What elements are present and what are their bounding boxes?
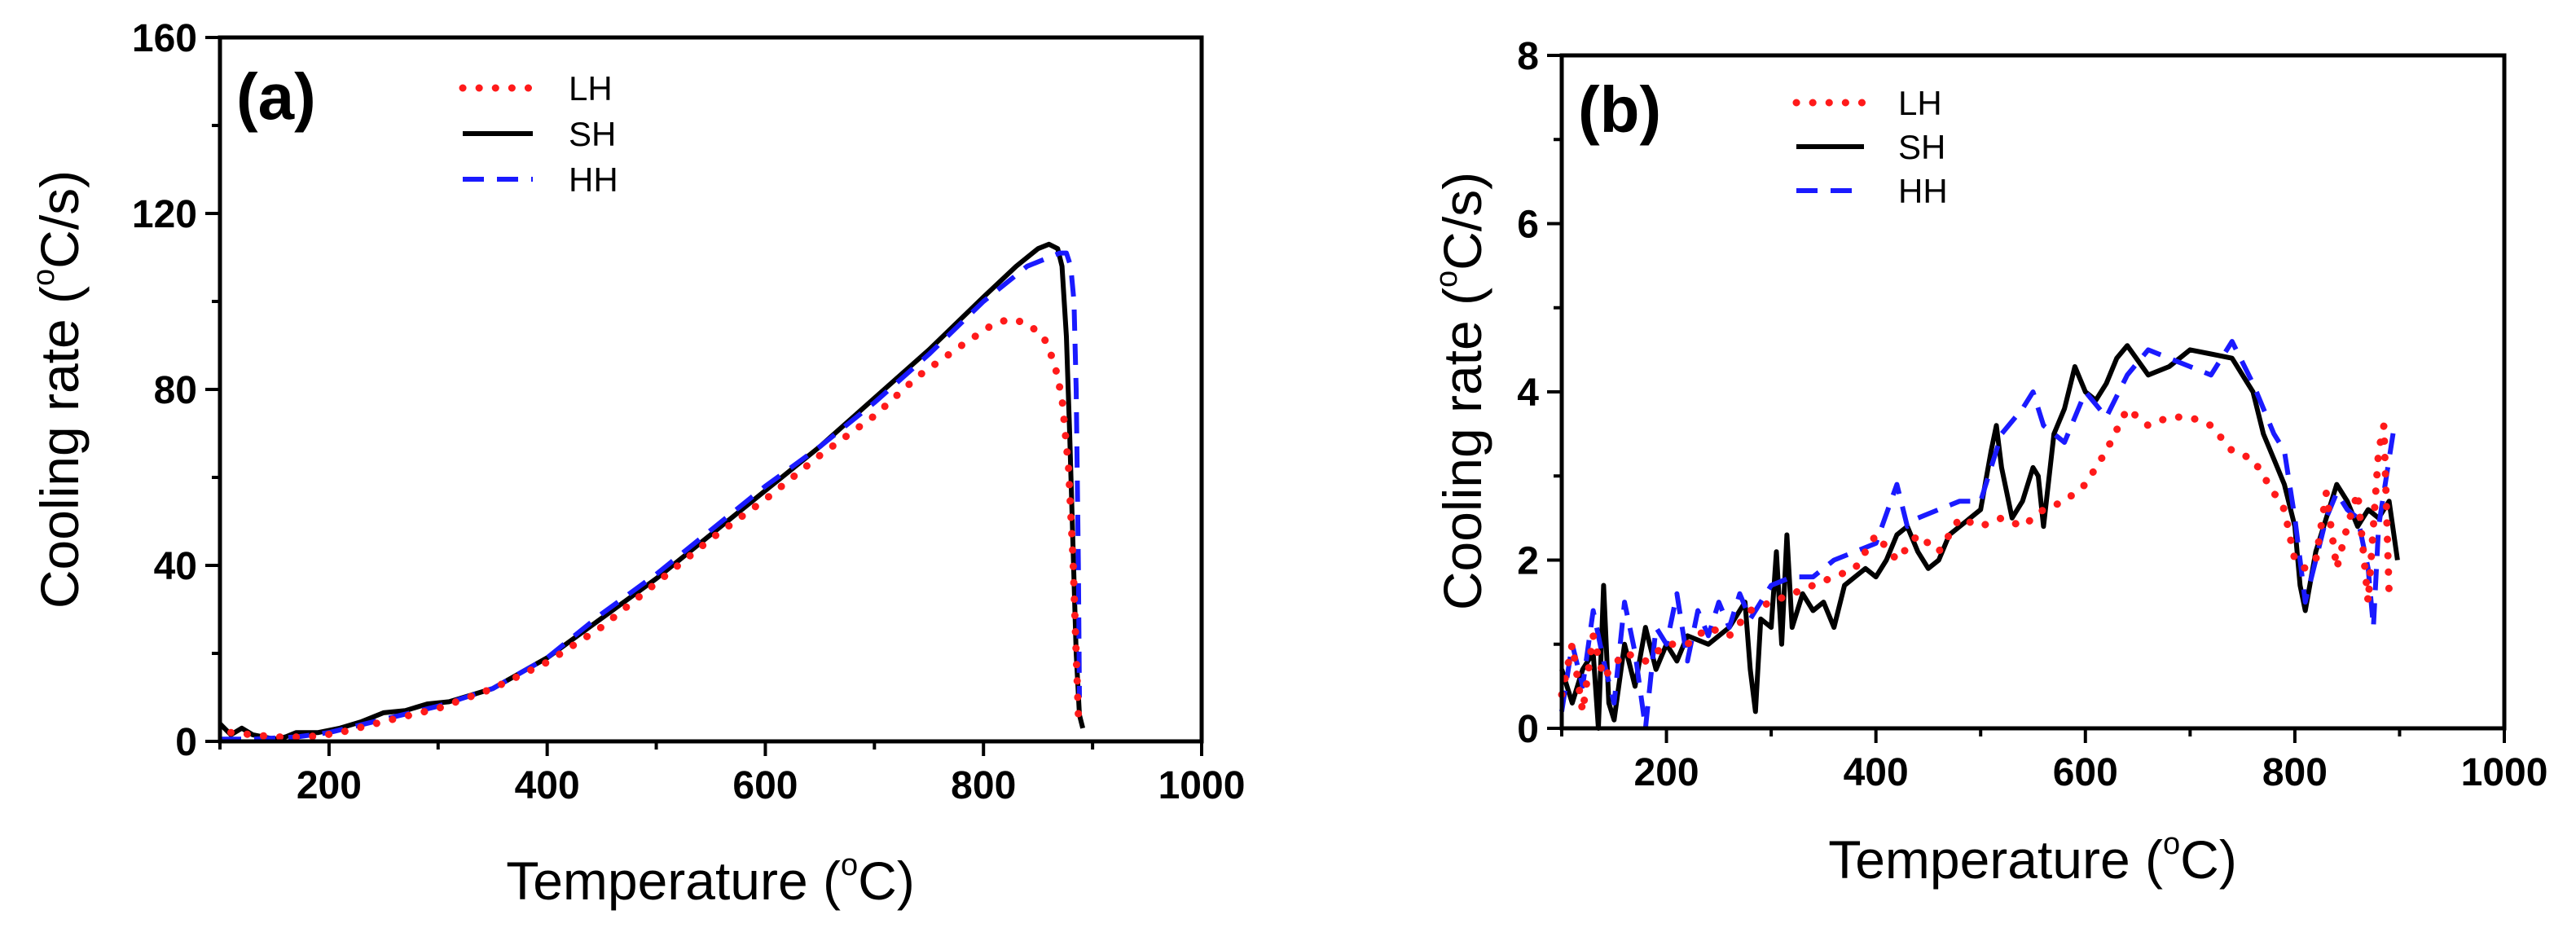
panel-b-series-sh-line: [1559, 343, 2400, 731]
panel-a-y-axis-title-degree: o: [27, 269, 61, 286]
panel-a-ticks: [205, 36, 1203, 756]
panel-b-y-tick-label: 2: [1517, 540, 1539, 583]
panel-b-y-tick-labels: 0 2 4 6 8: [1517, 35, 1539, 751]
panel-a-x-tick-label: 400: [515, 764, 580, 807]
panel-b-x-tick-label: 1000: [2461, 751, 2548, 794]
panel-b-legend: LH SH HH: [1792, 84, 1948, 210]
panel-a-y-tick-label: 80: [154, 369, 197, 412]
panel-a-x-axis-title: Temperature (oC): [506, 848, 915, 911]
panel-b-y-axis-title-prefix: Cooling rate (: [1432, 288, 1492, 610]
panel-b-series-lh-line: [1558, 405, 2398, 715]
panel-a-legend-entry-sh: SH: [463, 115, 616, 153]
panel-a-legend-label-sh: SH: [569, 115, 616, 153]
panel-b-legend-label-lh: LH: [1898, 84, 1942, 122]
panel-b-legend-label-sh: SH: [1898, 128, 1945, 166]
panel-a-plot-frame: [218, 35, 1204, 744]
panel-b-x-tick-label: 200: [1634, 751, 1699, 794]
panel-a-y-tick-labels: 0 40 80 120 160: [132, 17, 197, 764]
panel-b-x-tick-label: 800: [2262, 751, 2328, 794]
panel-b-x-axis-title-prefix: Temperature (: [1828, 829, 2163, 890]
panel-a-x-tick-label: 1000: [1158, 764, 1246, 807]
panel-a-x-axis-title-prefix: Temperature (: [506, 851, 841, 911]
panel-a-series-lines: [218, 241, 1086, 742]
panel-a-x-tick-label: 800: [951, 764, 1016, 807]
panel-b-series-lines: [1558, 339, 2400, 731]
panel-a-y-axis-title-prefix: Cooling rate (: [29, 286, 90, 609]
panel-b-y-axis-title: Cooling rate (oC/s): [1430, 172, 1492, 610]
panel-b-y-axis-title-degree: o: [1430, 270, 1464, 288]
panel-b-legend-label-hh: HH: [1898, 172, 1948, 210]
panel-a-y-tick-label: 120: [132, 193, 197, 236]
panel-a-x-axis-title-degree: o: [841, 848, 858, 882]
panel-a-x-tick-labels: 200 400 600 800 1000: [297, 764, 1246, 807]
panel-b-x-axis-title-degree: o: [2163, 827, 2180, 861]
panel-a-legend-entry-hh: HH: [463, 160, 618, 199]
panel-a-legend-label-lh: LH: [569, 69, 613, 108]
panel-a-series-sh-line: [218, 241, 1086, 742]
panel-b-x-axis-title-unit: C): [2180, 829, 2237, 890]
panel-b-y-tick-label: 6: [1517, 204, 1539, 247]
panel-b-series-hh-line: [1559, 339, 2397, 731]
panel-b-x-tick-labels: 200 400 600 800 1000: [1634, 751, 2548, 794]
panel-a-series-hh-line: [220, 250, 1082, 742]
panel-a-legend-label-hh: HH: [569, 160, 618, 199]
panel-a-chart: 200 400 600 800 1000 0 40 80 120 160 (a) LH SH H…: [27, 17, 1245, 911]
panel-b-x-tick-label: 400: [1844, 751, 1909, 794]
panel-a-x-tick-label: 200: [297, 764, 362, 807]
panel-b-y-tick-label: 0: [1517, 708, 1539, 751]
panel-a-y-tick-label: 40: [154, 545, 197, 588]
panel-b-x-tick-label: 600: [2053, 751, 2118, 794]
panel-a-label: (a): [236, 60, 316, 133]
panel-a-legend-entry-lh: LH: [459, 69, 613, 108]
panel-a-y-axis-title: Cooling rate (oC/s): [27, 170, 90, 609]
panel-a-legend: LH SH HH: [459, 69, 618, 199]
panel-b-y-tick-label: 8: [1517, 35, 1539, 78]
panel-b-y-axis-title-unit: C/s): [1432, 172, 1492, 270]
panel-b-x-axis-title: Temperature (oC): [1828, 827, 2237, 890]
panel-a-series-lh-line: [226, 315, 1083, 741]
panel-b-legend-entry-sh: SH: [1796, 128, 1945, 166]
panel-a-y-axis-title-unit: C/s): [29, 170, 90, 269]
panel-b-legend-entry-lh: LH: [1792, 84, 1942, 122]
panel-b-chart: 200 400 600 800 1000 0 2 4 6 8 (b) LH SH HH Temp…: [1430, 35, 2547, 890]
panel-b-ticks: [1547, 54, 2506, 743]
panel-a-x-tick-label: 600: [732, 764, 798, 807]
panel-b-legend-entry-hh: HH: [1796, 172, 1948, 210]
panel-b-y-tick-label: 4: [1517, 371, 1539, 415]
panel-a-y-tick-label: 0: [175, 721, 197, 764]
panel-b-label: (b): [1578, 73, 1661, 146]
panel-a-x-axis-title-unit: C): [858, 851, 915, 911]
panel-a-y-tick-label: 160: [132, 17, 197, 60]
